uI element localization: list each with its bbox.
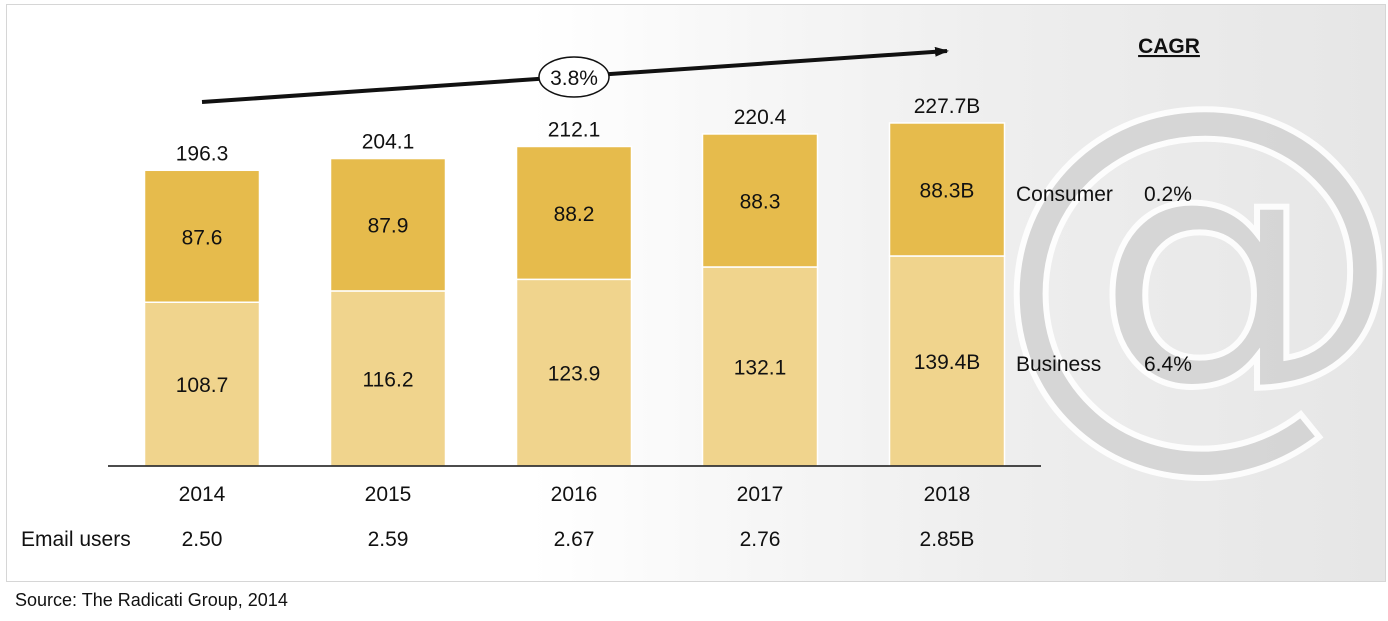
svg-text:@: @ [989,16,1386,505]
x-tick-label: 2018 [924,483,971,506]
bar-consumer-2015 [329,157,447,292]
at-sign-icon: @ [986,13,1386,508]
total-value-label: 196.3 [176,142,229,165]
consumer-value-label: 87.9 [368,215,409,238]
cagr-heading: CAGR [1138,35,1200,58]
email-users-value: 2.67 [554,528,595,551]
total-value-label: 227.7B [914,95,981,118]
total-value-label: 204.1 [362,131,415,154]
cagr-business-value: 6.4% [1144,353,1192,376]
x-tick-label: 2014 [179,483,226,506]
consumer-value-label: 88.2 [554,203,595,226]
email-users-row-label: Email users [21,528,131,551]
cagr-consumer-label: Consumer [1016,183,1113,206]
stacked-bar-chart: @ 108.7 87.6 196.3 2014 2.50 116.2 87.9 204.1 20… [21,13,1386,551]
bar-consumer-2016 [515,145,633,281]
business-value-label: 123.9 [548,363,601,386]
consumer-value-label: 88.3 [740,190,781,213]
x-tick-label: 2015 [365,483,412,506]
source-note: Source: The Radicati Group, 2014 [15,590,288,610]
chart-panel: @ 108.7 87.6 196.3 2014 2.50 116.2 87.9 204.1 20… [6,4,1386,582]
business-value-label: 139.4B [914,351,981,374]
business-value-label: 116.2 [363,368,414,391]
bar-consumer-2018 [888,122,1006,257]
bar-consumer-2017 [701,133,819,268]
business-value-label: 108.7 [176,374,229,397]
consumer-value-label: 87.6 [182,226,223,249]
email-users-value: 2.85B [920,528,975,551]
email-users-value: 2.50 [182,528,223,551]
bar-business-2016 [515,278,633,467]
email-users-value: 2.59 [368,528,409,551]
business-value-label: 132.1 [734,356,787,379]
bar-business-2014 [143,301,261,467]
cagr-business-label: Business [1016,353,1101,376]
consumer-value-label: 88.3B [920,179,975,202]
bar-consumer-2014 [143,169,261,303]
x-tick-label: 2016 [551,483,598,506]
total-value-label: 212.1 [548,118,601,141]
total-value-label: 220.4 [734,106,787,129]
growth-rate-ellipse [538,56,610,98]
growth-rate-label: 3.8% [550,67,598,90]
x-tick-label: 2017 [737,483,784,506]
cagr-consumer-value: 0.2% [1144,183,1192,206]
email-users-value: 2.76 [740,528,781,551]
